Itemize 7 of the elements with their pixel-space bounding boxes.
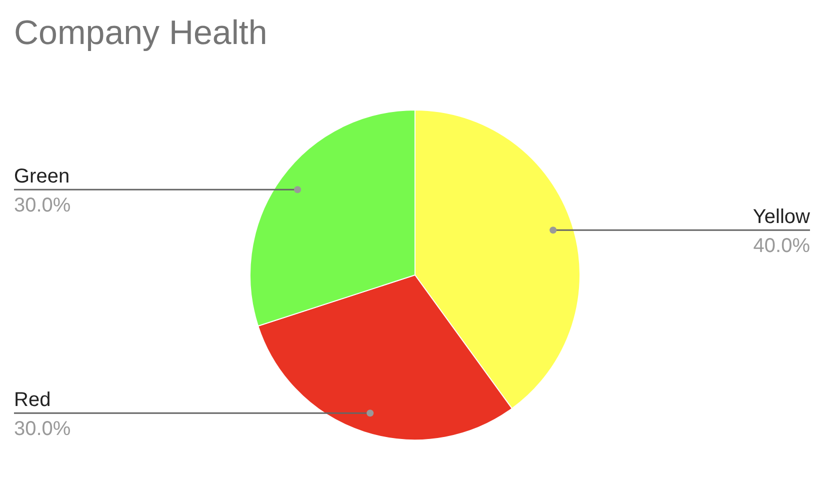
slice-label: Yellow (752, 206, 811, 228)
data-label: 30.0% (14, 418, 71, 440)
data-label: 40.0% (753, 235, 810, 258)
chart-title: Company Health (14, 14, 268, 53)
slice-label: Red (14, 389, 51, 412)
data-label: 30.0% (14, 194, 71, 217)
slice-label: Green (14, 166, 70, 188)
